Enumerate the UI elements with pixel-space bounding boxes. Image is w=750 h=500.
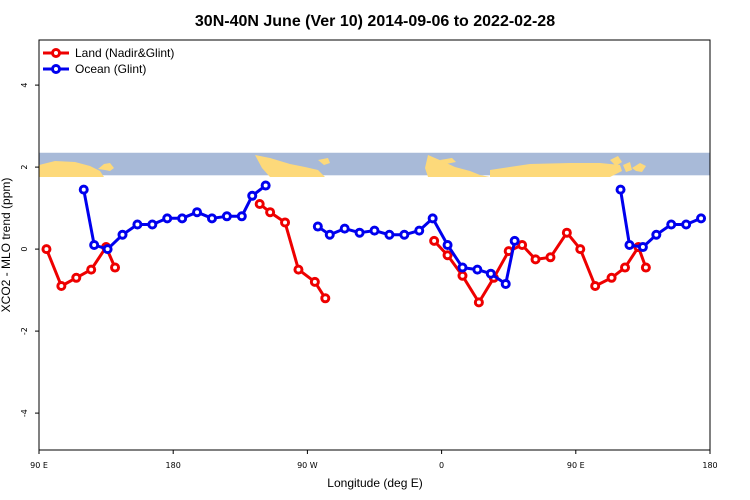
data-point-land bbox=[293, 264, 304, 275]
data-point-ocean bbox=[221, 211, 232, 222]
data-point-ocean bbox=[509, 235, 520, 246]
chart-title: 30N-40N June (Ver 10) 2014-09-06 to 2022… bbox=[195, 13, 555, 30]
data-point-ocean bbox=[324, 229, 335, 240]
data-point-land bbox=[320, 293, 331, 304]
map-land bbox=[39, 155, 646, 177]
legend-item-land: Land (Nadir&Glint) bbox=[43, 46, 174, 60]
data-point-ocean bbox=[369, 225, 380, 236]
data-point-land bbox=[41, 244, 52, 255]
data-point-ocean bbox=[472, 264, 483, 275]
data-point-ocean bbox=[651, 229, 662, 240]
plot-frame bbox=[38, 39, 711, 451]
data-point-ocean bbox=[206, 213, 217, 224]
world-map-strip bbox=[39, 152, 710, 177]
data-point-land bbox=[71, 272, 82, 283]
data-point-land bbox=[517, 240, 528, 250]
data-point-ocean bbox=[247, 190, 258, 201]
x-tick-label: 90 E bbox=[30, 461, 48, 470]
data-point-land bbox=[442, 250, 453, 261]
data-point-land bbox=[86, 264, 97, 275]
data-point-ocean bbox=[177, 213, 188, 224]
data-point-ocean bbox=[236, 211, 247, 222]
data-point-ocean bbox=[147, 219, 158, 230]
data-point-land bbox=[545, 252, 556, 263]
x-tick-label: 90 W bbox=[297, 461, 318, 470]
data-point-ocean bbox=[500, 278, 511, 289]
data-point-ocean bbox=[681, 219, 692, 230]
y-tick-label: 4 bbox=[20, 83, 29, 88]
data-point-ocean bbox=[354, 227, 365, 238]
data-point-ocean bbox=[414, 225, 425, 236]
data-point-ocean bbox=[162, 213, 173, 224]
data-point-ocean bbox=[399, 229, 410, 240]
data-point-ocean bbox=[615, 184, 626, 195]
data-point-ocean bbox=[442, 240, 453, 250]
data-point-land bbox=[56, 281, 67, 291]
data-point-land bbox=[457, 270, 468, 281]
data-point-land bbox=[606, 272, 617, 283]
data-point-ocean bbox=[427, 213, 438, 224]
data-point-land bbox=[640, 262, 651, 273]
data-point-land bbox=[254, 199, 265, 209]
series-line-land bbox=[433, 231, 648, 304]
x-axis-label: Longitude (deg E) bbox=[327, 476, 422, 490]
y-axis-label: XCO2 - MLO trend (ppm) bbox=[0, 178, 13, 313]
y-axis: -4 -2 0 2 4 bbox=[20, 83, 39, 417]
data-point-ocean bbox=[384, 229, 395, 240]
data-point-land bbox=[530, 254, 541, 265]
data-point-ocean bbox=[696, 213, 707, 224]
data-point-ocean bbox=[339, 223, 350, 234]
data-point-ocean bbox=[132, 219, 143, 230]
data-point-land bbox=[590, 281, 601, 291]
data-point-ocean bbox=[637, 242, 648, 253]
x-tick-label: 180 bbox=[702, 461, 717, 470]
series-line-ocean bbox=[619, 189, 702, 249]
series-layer bbox=[41, 180, 707, 308]
data-point-land bbox=[280, 217, 291, 228]
data-point-ocean bbox=[89, 240, 100, 250]
x-tick-label: 180 bbox=[166, 461, 181, 470]
y-tick-label: -2 bbox=[20, 327, 29, 335]
data-point-ocean bbox=[666, 219, 677, 230]
data-point-land bbox=[110, 262, 121, 273]
y-tick-label: 0 bbox=[20, 247, 29, 252]
data-point-land bbox=[265, 207, 276, 218]
data-point-land bbox=[575, 244, 586, 255]
y-tick-label: 2 bbox=[20, 165, 29, 170]
data-point-ocean bbox=[624, 240, 635, 250]
data-point-ocean bbox=[192, 207, 203, 218]
legend-label-ocean: Ocean (Glint) bbox=[75, 62, 146, 76]
data-point-land bbox=[620, 262, 631, 273]
y-tick-label: -4 bbox=[20, 409, 29, 417]
data-point-land bbox=[561, 227, 572, 238]
x-tick-label: 0 bbox=[439, 461, 444, 470]
x-tick-label: 90 E bbox=[567, 461, 585, 470]
data-point-land bbox=[309, 276, 320, 287]
legend: Land (Nadir&Glint) Ocean (Glint) bbox=[43, 46, 174, 76]
legend-item-ocean: Ocean (Glint) bbox=[43, 62, 146, 76]
data-point-ocean bbox=[457, 262, 468, 273]
data-point-ocean bbox=[260, 180, 271, 191]
data-point-ocean bbox=[117, 229, 128, 240]
data-point-ocean bbox=[78, 184, 89, 195]
data-point-land bbox=[473, 297, 484, 308]
data-point-ocean bbox=[102, 244, 113, 255]
x-axis: 90 E 180 90 W 0 90 E 180 bbox=[30, 450, 718, 470]
data-point-land bbox=[429, 235, 440, 246]
legend-label-land: Land (Nadir&Glint) bbox=[75, 46, 174, 60]
data-point-ocean bbox=[312, 221, 323, 232]
data-point-ocean bbox=[485, 268, 496, 279]
